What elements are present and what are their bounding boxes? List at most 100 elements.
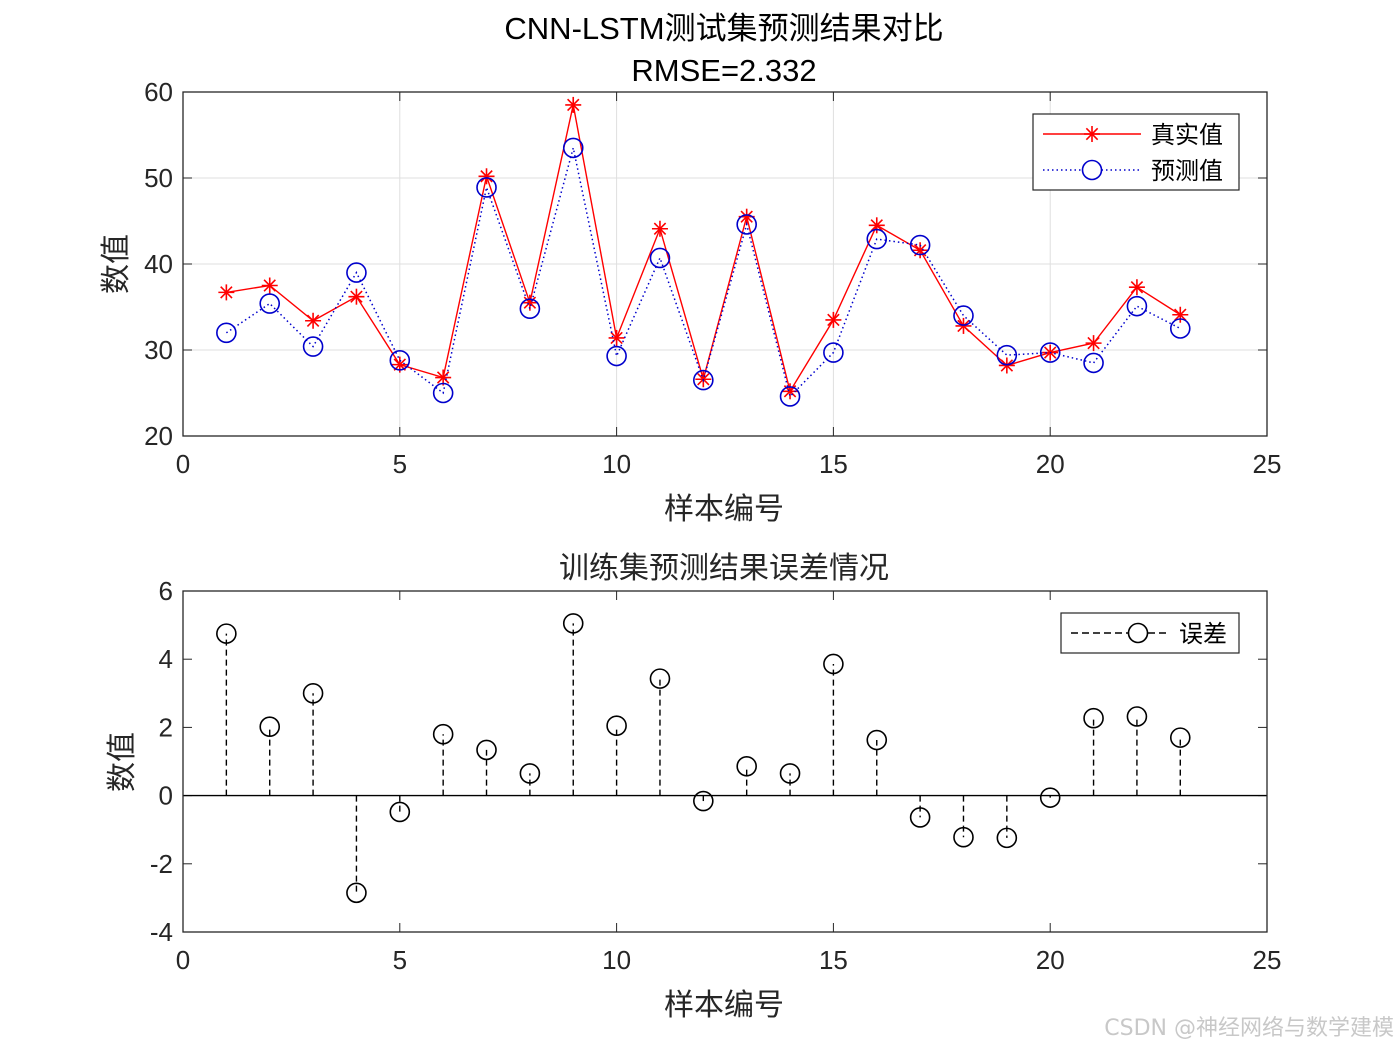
stem-marker	[866, 729, 888, 751]
x-tick-label: 15	[819, 945, 848, 975]
y-tick-label: 40	[144, 249, 173, 279]
chart-title: 训练集预测结果误差情况	[559, 551, 889, 586]
legend-box	[1032, 113, 1240, 191]
watermark: CSDN @神经网络与数学建模	[1104, 1016, 1394, 1041]
legend: 误差	[1060, 612, 1240, 654]
x-tick-label: 0	[176, 449, 190, 479]
data-point-circle	[432, 382, 454, 404]
data-point-asterisk-stroke	[523, 296, 537, 309]
data-point-asterisk	[955, 317, 972, 334]
data-point-asterisk	[565, 96, 582, 113]
data-point-circle	[736, 214, 757, 235]
y-axis-label: 数值	[105, 732, 140, 792]
stem-marker	[953, 826, 974, 848]
legend-marker-circle	[1127, 622, 1149, 644]
y-tick-label: -2	[150, 849, 173, 879]
legend-label: 预测值	[1151, 157, 1223, 185]
series-line	[225, 147, 1181, 398]
data-point-circle	[953, 305, 974, 326]
data-point-asterisk	[868, 217, 885, 234]
data-point-asterisk-stroke	[1130, 280, 1144, 294]
x-tick-label: 10	[602, 945, 631, 975]
data-point-circle	[693, 369, 714, 391]
data-point-asterisk-stroke	[740, 210, 753, 223]
data-point-asterisk-stroke	[827, 313, 840, 327]
stem-marker	[346, 882, 367, 904]
stem-marker	[389, 801, 411, 823]
y-tick-label: -4	[150, 917, 173, 947]
y-tick-label: 20	[144, 421, 173, 451]
stem-marker	[259, 716, 281, 738]
legend-marker-asterisk	[1084, 126, 1100, 142]
data-point-asterisk	[1085, 335, 1102, 352]
stem-marker	[649, 668, 671, 689]
data-point-asterisk-stroke	[957, 319, 970, 333]
data-point-circle	[1126, 295, 1148, 317]
stem-marker	[779, 763, 801, 784]
data-point-asterisk	[912, 242, 929, 259]
data-point-asterisk	[608, 329, 625, 346]
legend-marker-asterisk-stroke	[1085, 127, 1099, 141]
stem-marker	[1126, 706, 1148, 727]
y-tick-label: 30	[144, 335, 173, 365]
data-point-circle	[216, 322, 237, 344]
data-point-asterisk-stroke	[350, 290, 363, 303]
data-point-circle	[389, 350, 411, 371]
data-point-asterisk-stroke	[220, 286, 233, 299]
data-marks	[216, 96, 1191, 407]
data-point-circle	[1083, 352, 1104, 374]
data-point-asterisk	[348, 288, 365, 305]
axes-frame	[182, 590, 1268, 933]
data-point-circle	[823, 342, 844, 363]
data-point-asterisk	[998, 357, 1015, 374]
y-tick-label: 0	[159, 781, 173, 811]
data-point-asterisk-stroke	[1087, 336, 1100, 350]
stem-marker	[736, 755, 757, 777]
y-tick-label: 6	[159, 576, 173, 606]
data-point-asterisk	[1128, 279, 1145, 296]
stem-marker	[693, 790, 714, 812]
x-tick-label: 25	[1253, 945, 1282, 975]
x-tick-label: 10	[602, 449, 631, 479]
data-point-asterisk	[478, 168, 495, 185]
stem-marker	[1083, 707, 1104, 729]
data-point-circle	[302, 336, 324, 357]
x-tick-label: 5	[393, 449, 407, 479]
stem-marker	[1039, 787, 1061, 808]
stem-marker	[476, 739, 497, 761]
axes-frame	[182, 91, 1268, 437]
data-point-circle	[996, 344, 1018, 366]
legend-label: 误差	[1179, 620, 1227, 648]
data-point-circle	[1169, 318, 1191, 339]
stem-marker	[519, 763, 541, 784]
data-point-circle	[779, 386, 801, 407]
data-point-asterisk-stroke	[480, 170, 493, 183]
chart-subtitle: RMSE=2.332	[631, 53, 816, 88]
data-point-circle	[606, 345, 627, 367]
data-point-circle	[649, 247, 671, 269]
data-point-asterisk-stroke	[263, 279, 276, 292]
y-tick-label: 4	[159, 644, 173, 674]
x-tick-label: 5	[393, 945, 407, 975]
stem-marker	[823, 653, 844, 675]
stem-marker	[606, 715, 627, 736]
data-point-asterisk-stroke	[1174, 308, 1187, 321]
data-point-asterisk-stroke	[870, 219, 883, 232]
data-point-asterisk	[218, 284, 235, 301]
stem-marker	[562, 613, 584, 634]
y-tick-label: 60	[144, 77, 173, 107]
data-point-asterisk-stroke	[567, 98, 580, 112]
data-point-asterisk-stroke	[1000, 359, 1014, 372]
data-point-asterisk	[651, 220, 668, 237]
chart-title: CNN-LSTM测试集预测结果对比	[504, 11, 943, 46]
data-point-asterisk-stroke	[436, 371, 450, 384]
data-point-circle	[562, 137, 584, 159]
comparison-chart: CNN-LSTM测试集预测结果对比 RMSE=2.332 样本编号 数值 0 5 1…	[99, 11, 1281, 527]
y-axis-label: 数值	[99, 234, 134, 294]
legend-marker-circle	[1081, 159, 1103, 181]
y-tick-label: 50	[144, 163, 173, 193]
data-point-circle	[1039, 342, 1061, 363]
x-tick-label: 20	[1036, 449, 1065, 479]
